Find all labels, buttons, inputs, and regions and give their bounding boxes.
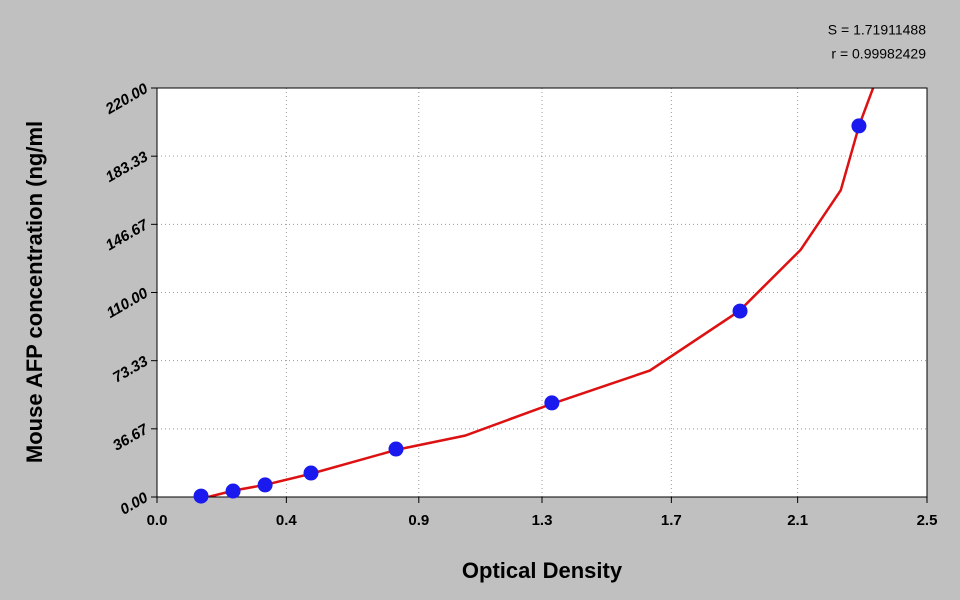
x-tick-label: 1.7 [661,512,682,529]
y-tick-label: 146.67 [103,216,152,254]
annotation: r = 0.99982429 [831,46,926,62]
data-point [303,465,319,481]
x-axis-label: Optical Density [462,558,623,583]
data-point [193,488,209,504]
x-tick-label: 1.3 [532,512,553,529]
x-tick-label: 2.5 [917,512,938,529]
y-tick-label: 36.67 [110,421,152,455]
y-tick-label: 73.33 [110,353,152,387]
y-tick-label: 110.00 [104,284,152,321]
y-axis-label: Mouse AFP concentration (ng/ml [22,121,47,463]
data-point [225,483,241,499]
data-point [851,118,867,134]
y-tick-label: 220.00 [102,80,152,118]
data-point [732,303,748,319]
x-tick-label: 0.9 [408,512,429,529]
x-tick-label: 0.4 [276,512,298,529]
x-tick-label: 2.1 [787,512,808,529]
data-point [388,441,404,457]
data-point [544,395,560,411]
y-tick-label: 183.33 [103,148,152,186]
annotation: S = 1.71911488 [828,22,926,38]
x-tick-label: 0.0 [147,512,168,529]
data-point [257,477,273,493]
